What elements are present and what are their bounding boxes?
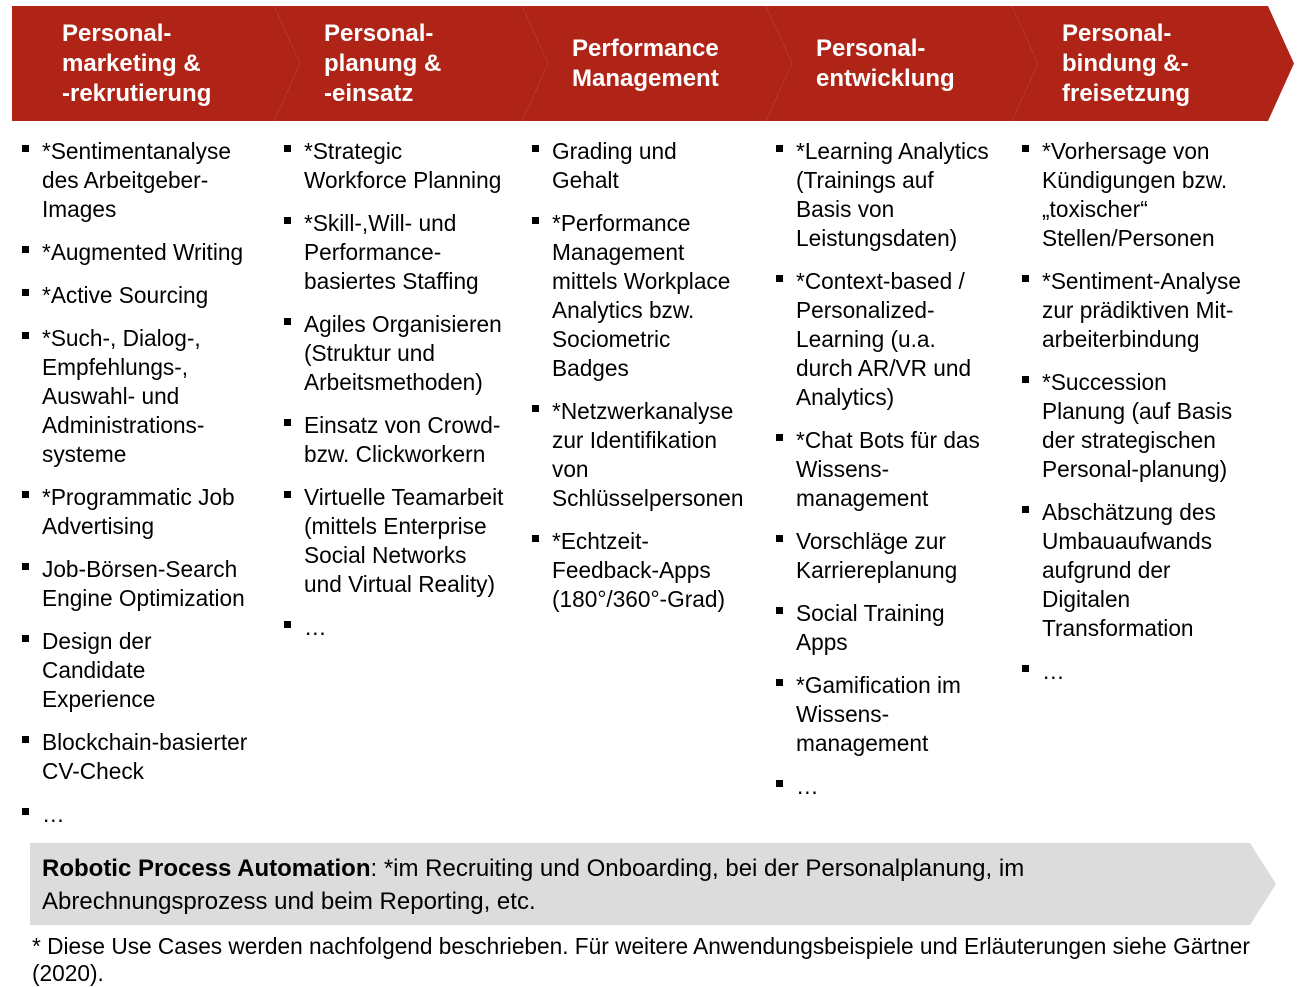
list-item: *Netzwerkanalyse zur Identifikation von …	[532, 397, 748, 513]
column-2: Grading und Gehalt *Performance Managemen…	[522, 127, 766, 843]
list-item: *Sentimentanalyse des Arbeitgeber-Images	[22, 137, 256, 224]
list-item: *Active Sourcing	[22, 281, 256, 310]
list-item: *Augmented Writing	[22, 238, 256, 267]
list-item: *Succession Planung (auf Basis der strat…	[1022, 368, 1250, 484]
list-item: *Performance Management mittels Workplac…	[532, 209, 748, 383]
list-item: Social Training Apps	[776, 599, 994, 657]
list-item: *Vorhersage von Kündigungen bzw. „toxisc…	[1022, 137, 1250, 253]
columns-area: *Sentimentanalyse des Arbeitgeber-Images…	[12, 127, 1293, 843]
column-0: *Sentimentanalyse des Arbeitgeber-Images…	[12, 127, 274, 843]
process-chevron-1: Personal- planung & -einsatz	[274, 6, 548, 121]
process-chevron-row: Personal- marketing & -rekrutierung Perso…	[12, 6, 1293, 121]
process-chevron-label-0: Personal- marketing & -rekrutierung	[62, 19, 211, 109]
footnote: * Diese Use Cases werden nachfolgend bes…	[32, 933, 1283, 987]
process-chevron-label-2: Performance Management	[572, 34, 719, 94]
process-chevron-3: Personal- entwicklung	[766, 6, 1038, 121]
bullet-list-1: *Strategic Workforce Planning *Skill-,Wil…	[274, 127, 522, 642]
list-item: *Gamification im Wissens-management	[776, 671, 994, 758]
footer-lead: Robotic Process Automation	[42, 855, 370, 882]
list-item: …	[22, 800, 256, 829]
list-item: *Skill-,Will- und Performance-basiertes …	[284, 209, 504, 296]
list-item: Agiles Organisieren (Struktur und Arbeit…	[284, 310, 504, 397]
column-1: *Strategic Workforce Planning *Skill-,Wil…	[274, 127, 522, 843]
list-item: Design der Candidate Experience	[22, 627, 256, 714]
list-item: *Learning Analytics (Trainings auf Basis…	[776, 137, 994, 253]
footer-band: Robotic Process Automation: *im Recruiti…	[30, 843, 1276, 925]
list-item: Vorschläge zur Karriereplanung	[776, 527, 994, 585]
list-item: Einsatz von Crowd- bzw. Clickworkern	[284, 411, 504, 469]
process-chevron-label-4: Personal- bindung &- freisetzung	[1062, 19, 1190, 109]
bullet-list-4: *Vorhersage von Kündigungen bzw. „toxisc…	[1012, 127, 1268, 686]
list-item: *Programmatic Job Advertising	[22, 483, 256, 541]
list-item: *Sentiment-Analyse zur prädiktiven Mit-a…	[1022, 267, 1250, 354]
list-item: …	[776, 772, 994, 801]
list-item: …	[1022, 657, 1250, 686]
column-3: *Learning Analytics (Trainings auf Basis…	[766, 127, 1012, 843]
list-item: Abschätzung des Umbauaufwands aufgrund d…	[1022, 498, 1250, 643]
list-item: Blockchain-basierter CV-Check	[22, 728, 256, 786]
bullet-list-0: *Sentimentanalyse des Arbeitgeber-Images…	[12, 127, 274, 829]
list-item: *Strategic Workforce Planning	[284, 137, 504, 195]
process-chevron-4: Personal- bindung &- freisetzung	[1012, 6, 1294, 121]
list-item: Virtuelle Teamarbeit (mittels Enterprise…	[284, 483, 504, 599]
process-chevron-label-1: Personal- planung & -einsatz	[324, 19, 441, 109]
bullet-list-2: Grading und Gehalt *Performance Managemen…	[522, 127, 766, 614]
list-item: *Chat Bots für das Wissens-management	[776, 426, 994, 513]
list-item: Grading und Gehalt	[532, 137, 748, 195]
list-item: Job-Börsen-Search Engine Optimization	[22, 555, 256, 613]
list-item: *Such-, Dialog-, Empfehlungs-, Auswahl- …	[22, 324, 256, 469]
process-chevron-0: Personal- marketing & -rekrutierung	[12, 6, 300, 121]
process-chevron-label-3: Personal- entwicklung	[816, 34, 955, 94]
list-item: …	[284, 613, 504, 642]
column-4: *Vorhersage von Kündigungen bzw. „toxisc…	[1012, 127, 1268, 843]
list-item: *Echtzeit-Feedback-Apps (180°/360°-Grad)	[532, 527, 748, 614]
footer-band-text: Robotic Process Automation: *im Recruiti…	[30, 843, 1276, 928]
process-chevron-2: Performance Management	[522, 6, 792, 121]
list-item: *Context-based / Personalized-Learning (…	[776, 267, 994, 412]
bullet-list-3: *Learning Analytics (Trainings auf Basis…	[766, 127, 1012, 801]
